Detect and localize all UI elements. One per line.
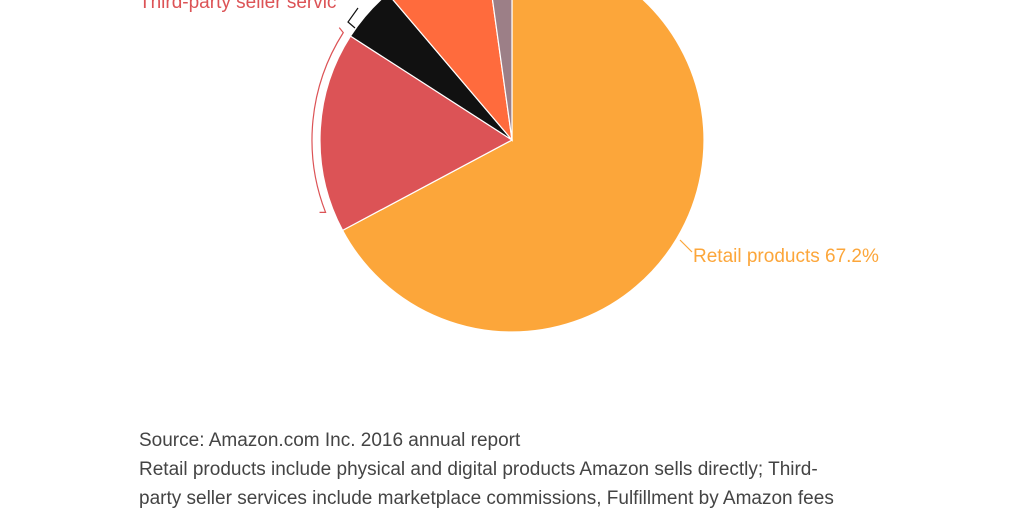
- pie-slice-1: [341, 0, 705, 333]
- footnote-line-2: party seller services include marketplac…: [139, 488, 834, 509]
- pie-slice-3: [349, 0, 513, 141]
- retail-label: Retail products 67.2%: [693, 246, 879, 267]
- pie-slice-2: [319, 35, 514, 232]
- retail-leader-line: [679, 239, 693, 253]
- pie-slice-4: [392, 0, 513, 142]
- third-party-leader-line: [311, 27, 345, 213]
- third-party-label: Third-party seller servic: [139, 0, 336, 13]
- source-note: Source: Amazon.com Inc. 2016 annual repo…: [139, 430, 521, 451]
- subscription-leader-line: [347, 7, 359, 29]
- pie-chart: Retail products 67.2% Third-party seller …: [139, 0, 879, 333]
- pie-slice-5: [491, 0, 513, 141]
- footnote-line-1: Retail products include physical and dig…: [139, 459, 818, 480]
